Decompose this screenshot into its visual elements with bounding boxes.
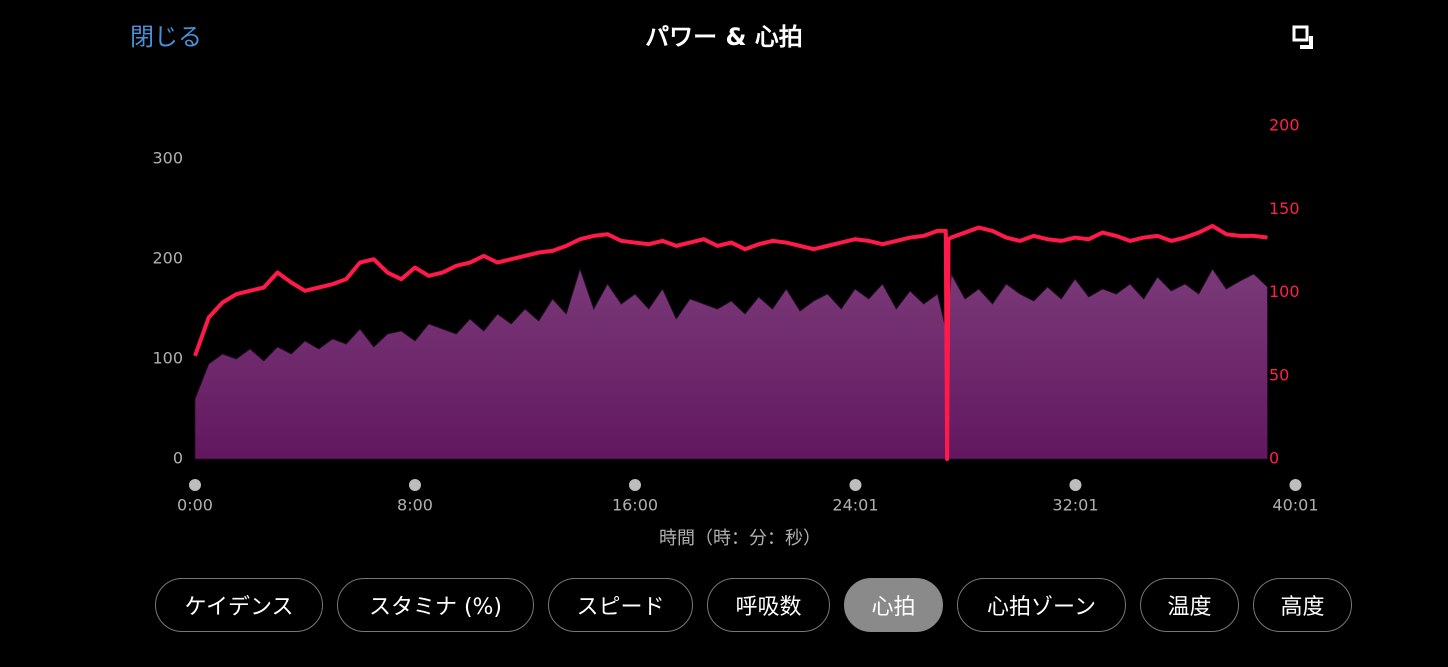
x-axis-title: 時間（時：分：秒） [659,528,821,549]
tab-button[interactable]: ケイデンス [155,578,323,632]
y-tick-label: 0 [173,449,183,468]
x-tick-dot [849,479,862,491]
x-tick-label: 0:00 [177,496,213,515]
heart-rate-line [193,223,1268,461]
y-tick-label: 300 [152,149,183,168]
tab-button[interactable]: 呼吸数 [707,578,830,632]
y2-tick-label: 150 [1269,199,1300,218]
tab-button[interactable]: スタミナ (%) [337,578,534,632]
tab-button[interactable]: 心拍 [844,578,943,632]
y-tick-label: 100 [152,349,183,368]
tab-button[interactable]: 心拍ゾーン [957,578,1126,632]
y2-tick-label: 200 [1269,116,1300,135]
x-tick-dot [189,479,201,491]
page-title: パワー & 心拍 [645,23,803,51]
y-tick-label: 200 [152,249,183,268]
y2-tick-label: 100 [1269,282,1300,301]
x-tick-label: 40:01 [1272,496,1318,515]
x-tick-dot [1289,479,1302,491]
tab-button[interactable]: 温度 [1140,578,1239,632]
x-tick-dot [1069,479,1082,491]
x-tick-label: 32:01 [1052,496,1098,515]
expand-icon[interactable] [1292,25,1313,49]
power-area [194,267,1268,460]
x-tick-label: 24:01 [832,496,878,515]
x-tick-label: 16:00 [612,496,658,515]
x-tick-label: 8:00 [397,496,433,515]
tab-button[interactable]: 高度 [1253,578,1352,632]
y2-tick-label: 0 [1269,449,1279,468]
tab-button[interactable]: スピード [548,578,693,632]
close-button[interactable]: 閉じる [130,23,202,51]
x-tick-dot [629,479,641,491]
y2-tick-label: 50 [1269,365,1289,384]
x-tick-dot [409,479,421,491]
